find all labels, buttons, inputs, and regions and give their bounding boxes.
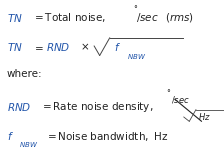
Text: $\mathit{NBW}$: $\mathit{NBW}$ xyxy=(127,52,146,61)
Text: $\mathit{RND}$: $\mathit{RND}$ xyxy=(46,41,70,53)
Text: $\mathit{RND}$: $\mathit{RND}$ xyxy=(7,100,31,113)
Text: $= \mathrm{Noise\ bandwidth,\ Hz}$: $= \mathrm{Noise\ bandwidth,\ Hz}$ xyxy=(45,130,168,143)
Text: °: ° xyxy=(166,89,170,98)
Text: $\mathit{(rms)}$: $\mathit{(rms)}$ xyxy=(165,11,194,24)
Text: $\mathit{NBW}$: $\mathit{NBW}$ xyxy=(19,140,38,148)
Text: $\mathit{Hz}$: $\mathit{Hz}$ xyxy=(198,111,211,122)
Text: $\mathit{/sec}$: $\mathit{/sec}$ xyxy=(136,11,158,24)
Text: $= \mathrm{Rate\ noise\ density,}$: $= \mathrm{Rate\ noise\ density,}$ xyxy=(40,100,154,114)
Text: $\mathit{/sec}$: $\mathit{/sec}$ xyxy=(171,94,190,105)
Text: where:: where: xyxy=(7,69,42,79)
Text: $\mathit{f}$: $\mathit{f}$ xyxy=(114,41,121,53)
Text: $\mathit{f}$: $\mathit{f}$ xyxy=(7,130,14,142)
Text: $\mathit{TN}$: $\mathit{TN}$ xyxy=(7,41,23,53)
Text: °: ° xyxy=(133,5,137,14)
Text: $\times$: $\times$ xyxy=(80,42,89,53)
Text: $=$: $=$ xyxy=(32,42,44,52)
Text: $\mathit{TN}$: $\mathit{TN}$ xyxy=(7,12,23,24)
Text: $= \mathrm{Total\ noise,}$: $= \mathrm{Total\ noise,}$ xyxy=(32,11,107,24)
